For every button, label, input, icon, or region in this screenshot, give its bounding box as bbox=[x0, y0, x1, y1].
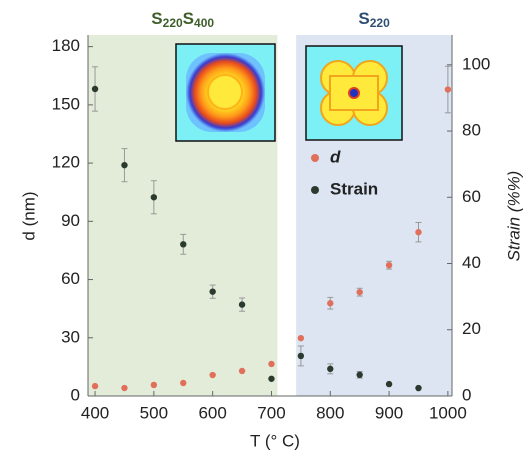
point bbox=[91, 85, 99, 93]
legend: d Strain bbox=[311, 147, 378, 198]
point bbox=[180, 241, 187, 248]
point bbox=[268, 375, 275, 382]
region-label-part: S bbox=[151, 9, 162, 28]
point bbox=[297, 352, 305, 360]
region-label-part: 220 bbox=[163, 16, 183, 30]
y-tick-label: 150 bbox=[52, 94, 80, 113]
legend-marker bbox=[311, 154, 319, 162]
x-tick-label: 600 bbox=[198, 403, 226, 422]
region-label: S220 bbox=[358, 9, 390, 30]
point bbox=[444, 86, 452, 93]
inset-left-core bbox=[207, 74, 243, 110]
y-axis-label: d (nm) bbox=[19, 191, 38, 240]
point bbox=[238, 301, 246, 308]
inset-right-core bbox=[348, 87, 360, 99]
y2-tick-label: 0 bbox=[462, 385, 471, 404]
point bbox=[238, 367, 246, 375]
point bbox=[209, 371, 216, 379]
x-tick-label: 500 bbox=[140, 403, 168, 422]
plot: 400 500 600 700 800 900 1000030609012015018002… bbox=[52, 35, 490, 422]
y2-axis-label: Strain (%%) bbox=[504, 171, 523, 262]
y-tick-label: 120 bbox=[52, 153, 80, 172]
point bbox=[385, 261, 393, 269]
region-label-part: 400 bbox=[194, 16, 214, 30]
region-label-part: 220 bbox=[370, 16, 390, 30]
region-label-part: S bbox=[358, 9, 369, 28]
y-tick-label: 0 bbox=[71, 385, 80, 404]
point bbox=[121, 384, 128, 392]
point bbox=[415, 228, 422, 236]
x-tick-label: 900 bbox=[375, 403, 403, 422]
region-label-part: S bbox=[183, 9, 194, 28]
y2-tick-label: 20 bbox=[462, 319, 481, 338]
y-tick-label: 180 bbox=[52, 36, 80, 55]
point bbox=[121, 161, 128, 169]
point bbox=[327, 365, 334, 373]
y2-tick-label: 80 bbox=[462, 121, 481, 140]
y-tick-label: 60 bbox=[61, 269, 80, 288]
y2-tick-label: 60 bbox=[462, 187, 481, 206]
point bbox=[297, 334, 305, 342]
y-tick-label: 90 bbox=[61, 211, 80, 230]
x-axis-label: T (° C) bbox=[250, 431, 300, 450]
y2-tick-label: 40 bbox=[462, 253, 481, 272]
legend-marker bbox=[311, 186, 319, 194]
legend-label: d bbox=[330, 147, 341, 166]
y2-tick-label: 100 bbox=[462, 54, 490, 73]
point bbox=[356, 288, 363, 296]
point bbox=[327, 300, 334, 307]
point bbox=[150, 194, 158, 201]
x-tick-label: 700 bbox=[257, 403, 285, 422]
point bbox=[385, 380, 393, 388]
point bbox=[356, 371, 363, 379]
insets bbox=[175, 43, 403, 142]
point bbox=[150, 381, 158, 389]
x-tick-label: 400 bbox=[81, 403, 109, 422]
x-tick-label: 1000 bbox=[429, 403, 467, 422]
legend-label: Strain bbox=[330, 179, 378, 198]
region-label: S220S400 bbox=[151, 9, 214, 30]
point bbox=[91, 382, 99, 390]
point bbox=[415, 384, 422, 392]
x-tick-label: 800 bbox=[316, 403, 344, 422]
point bbox=[209, 288, 216, 295]
inset-right-pattern bbox=[320, 60, 388, 126]
y-tick-label: 30 bbox=[61, 327, 80, 346]
point bbox=[268, 360, 275, 368]
point bbox=[180, 379, 187, 387]
